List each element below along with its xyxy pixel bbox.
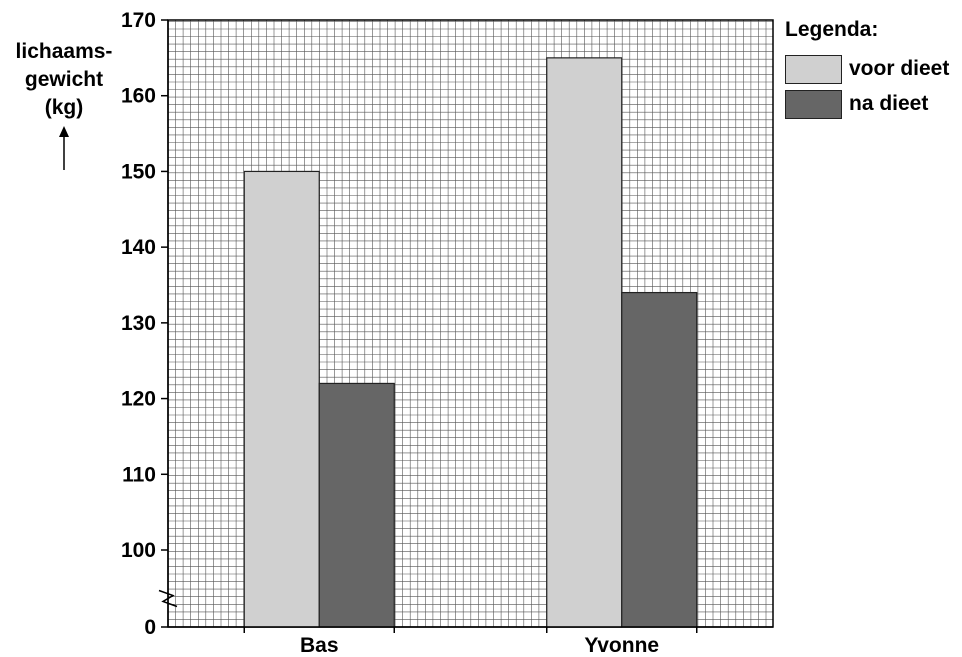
y-tick-label-170: 170 [121,9,156,32]
legend-label-na-dieet: na dieet [849,92,929,115]
y-tick-label-100: 100 [121,539,156,562]
y-tick-labels: 100 110 120 130 140 150 160 170 0 [121,9,156,639]
category-labels: Bas Yvonne [300,634,659,657]
y-tick-label-140: 140 [121,236,156,259]
legend-item-na-dieet: na dieet [785,87,928,121]
legend-title: Legenda: [785,18,879,41]
legend-label-voor-dieet: voor dieet [849,57,950,80]
y-tick-label-origin: 0 [144,616,156,639]
legend-swatch-na-dieet [785,89,842,119]
y-tick-label-120: 120 [121,388,156,411]
y-tick-label-130: 130 [121,312,156,335]
category-label-bas: Bas [300,634,339,657]
legend-swatch-voor-dieet [785,54,842,84]
y-axis-label: lichaams- gewicht (kg) [0,38,128,172]
y-axis-label-line-3: (kg) [44,96,84,119]
category-label-yvonne: Yvonne [584,634,659,657]
y-tick-label-110: 110 [122,463,156,486]
bars-group [243,57,698,628]
legend-item-voor-dieet: voor dieet [785,52,949,86]
y-tick-label-150: 150 [121,160,156,183]
y-tick-label-160: 160 [121,85,156,108]
bar-yvonne-voor-dieet [546,57,623,628]
bar-bas-voor-dieet [243,170,320,628]
axis-break-marker [158,589,178,608]
bar-bas-na-dieet [318,382,395,628]
bar-yvonne-na-dieet [621,291,698,628]
axes-group [158,19,773,633]
y-axis-label-line-1: lichaams- [15,40,113,63]
up-arrow-icon [59,126,69,170]
y-axis-label-line-2: gewicht [24,68,104,91]
